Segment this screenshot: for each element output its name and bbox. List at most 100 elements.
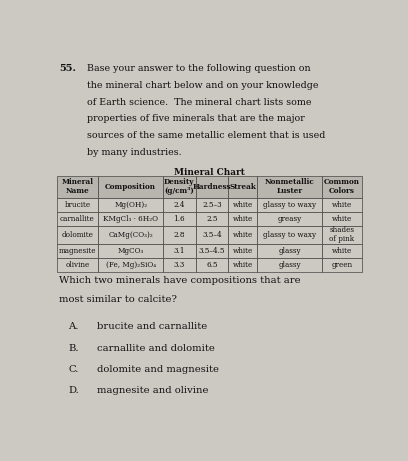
Text: the mineral chart below and on your knowledge: the mineral chart below and on your know… <box>87 81 319 90</box>
Text: properties of five minerals that are the major: properties of five minerals that are the… <box>87 114 305 123</box>
Text: 2.8: 2.8 <box>173 230 185 239</box>
Text: Streak: Streak <box>229 183 256 191</box>
Bar <box>228 244 257 258</box>
Text: Mineral
Name: Mineral Name <box>62 178 93 195</box>
Text: 2.5–3: 2.5–3 <box>202 201 222 208</box>
Text: sources of the same metallic element that is used: sources of the same metallic element tha… <box>87 131 326 140</box>
Text: dolomite: dolomite <box>62 230 93 239</box>
Text: D.: D. <box>69 386 79 395</box>
Bar <box>228 225 257 244</box>
Text: white: white <box>332 201 352 208</box>
Text: white: white <box>233 230 253 239</box>
Text: 3.5–4: 3.5–4 <box>202 230 222 239</box>
Text: Density
(g/cm³): Density (g/cm³) <box>164 178 195 195</box>
Text: Mineral Chart: Mineral Chart <box>174 168 244 177</box>
Bar <box>196 225 228 244</box>
Bar <box>322 176 361 198</box>
Text: KMgCl₃ · 6H₂O: KMgCl₃ · 6H₂O <box>103 214 158 223</box>
Bar <box>322 258 361 272</box>
Text: 6.5: 6.5 <box>206 261 218 269</box>
Bar <box>57 212 98 225</box>
Text: Composition: Composition <box>105 183 156 191</box>
Text: A.: A. <box>69 322 79 331</box>
Bar <box>163 212 196 225</box>
Text: carnallite and dolomite: carnallite and dolomite <box>97 343 215 353</box>
Text: white: white <box>233 201 253 208</box>
Bar <box>98 258 163 272</box>
Text: glassy: glassy <box>279 261 301 269</box>
Text: Common
Colors: Common Colors <box>324 178 360 195</box>
Bar <box>163 258 196 272</box>
Text: white: white <box>233 261 253 269</box>
Text: white: white <box>332 247 352 255</box>
Text: 2.5: 2.5 <box>206 214 218 223</box>
Bar <box>322 225 361 244</box>
Text: white: white <box>332 214 352 223</box>
Bar <box>57 198 98 212</box>
Bar <box>257 212 322 225</box>
Text: white: white <box>233 214 253 223</box>
Text: dolomite and magnesite: dolomite and magnesite <box>97 365 219 374</box>
Bar <box>57 258 98 272</box>
Text: brucite and carnallite: brucite and carnallite <box>97 322 207 331</box>
Bar <box>322 198 361 212</box>
Bar <box>322 244 361 258</box>
Bar <box>57 176 98 198</box>
Text: green: green <box>331 261 353 269</box>
Bar <box>196 212 228 225</box>
Text: B.: B. <box>69 343 79 353</box>
Bar <box>196 176 228 198</box>
Text: brucite: brucite <box>64 201 91 208</box>
Bar <box>163 244 196 258</box>
Text: glassy to waxy: glassy to waxy <box>263 230 317 239</box>
Text: 1.6: 1.6 <box>173 214 185 223</box>
Text: glassy: glassy <box>279 247 301 255</box>
Text: 2.4: 2.4 <box>173 201 185 208</box>
Bar <box>163 198 196 212</box>
Bar <box>322 212 361 225</box>
Text: carnallite: carnallite <box>60 214 95 223</box>
Text: Hardness: Hardness <box>193 183 231 191</box>
Text: shades
of pink: shades of pink <box>329 226 355 243</box>
Bar <box>196 244 228 258</box>
Text: greasy: greasy <box>278 214 302 223</box>
Text: of Earth science.  The mineral chart lists some: of Earth science. The mineral chart list… <box>87 98 312 106</box>
Bar <box>57 225 98 244</box>
Text: Mg(OH)₂: Mg(OH)₂ <box>114 201 147 208</box>
Bar <box>163 176 196 198</box>
Text: 3.1: 3.1 <box>173 247 185 255</box>
Text: (Fe, Mg)₂SiO₄: (Fe, Mg)₂SiO₄ <box>106 261 156 269</box>
Bar <box>196 258 228 272</box>
Text: most similar to calcite?: most similar to calcite? <box>59 295 177 304</box>
Bar <box>257 225 322 244</box>
Text: Base your answer to the following question on: Base your answer to the following questi… <box>87 64 311 73</box>
Bar <box>98 198 163 212</box>
Bar <box>257 258 322 272</box>
Text: glassy to waxy: glassy to waxy <box>263 201 317 208</box>
Text: Nonmetallic
Luster: Nonmetallic Luster <box>265 178 315 195</box>
Text: white: white <box>233 247 253 255</box>
Text: olivine: olivine <box>65 261 90 269</box>
Bar <box>98 176 163 198</box>
Bar <box>98 244 163 258</box>
Bar <box>228 198 257 212</box>
Text: MgCO₃: MgCO₃ <box>118 247 144 255</box>
Bar <box>98 212 163 225</box>
Bar <box>228 212 257 225</box>
Bar <box>98 225 163 244</box>
Bar <box>228 258 257 272</box>
Bar <box>163 225 196 244</box>
Text: C.: C. <box>69 365 79 374</box>
Bar <box>196 198 228 212</box>
Text: 55.: 55. <box>59 64 76 73</box>
Bar <box>57 244 98 258</box>
Bar <box>228 176 257 198</box>
Text: magnesite: magnesite <box>59 247 96 255</box>
Text: 3.5–4.5: 3.5–4.5 <box>199 247 225 255</box>
Bar <box>257 176 322 198</box>
Bar <box>257 244 322 258</box>
Text: magnesite and olivine: magnesite and olivine <box>97 386 208 395</box>
Text: Which two minerals have compositions that are: Which two minerals have compositions tha… <box>59 276 301 285</box>
Text: CaMg(CO₃)₂: CaMg(CO₃)₂ <box>108 230 153 239</box>
Bar <box>257 198 322 212</box>
